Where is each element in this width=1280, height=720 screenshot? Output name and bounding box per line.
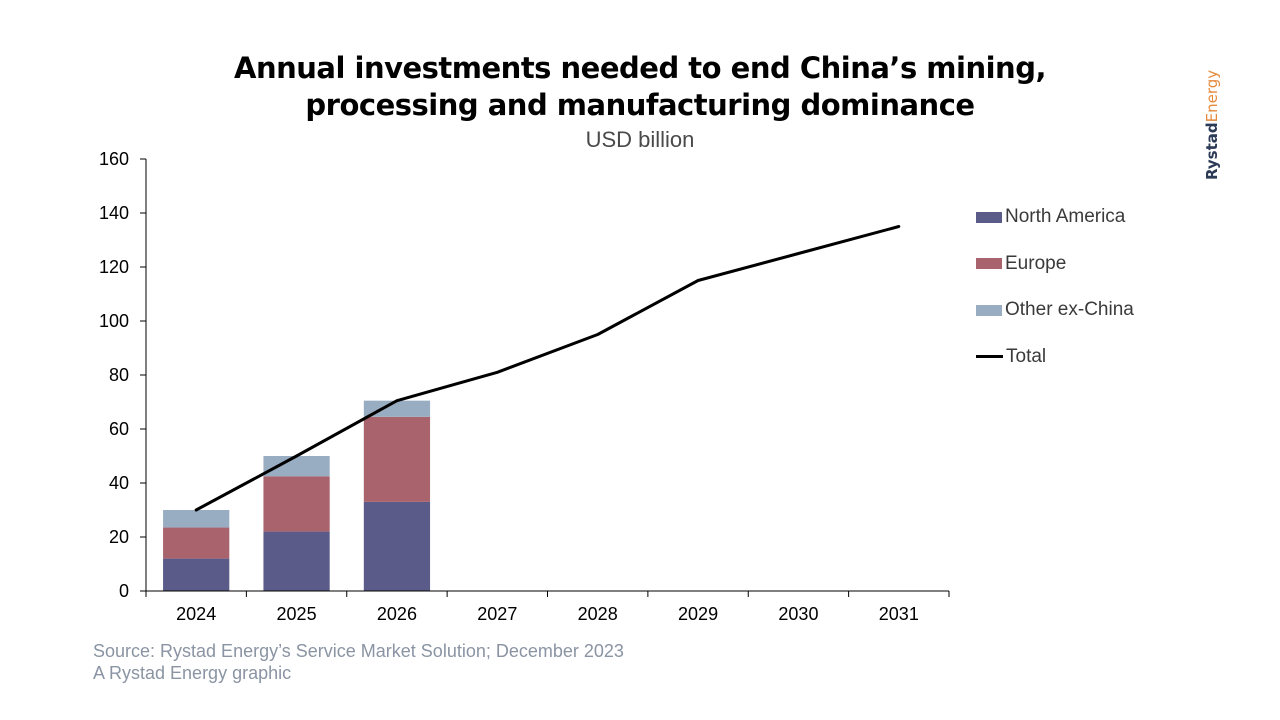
- x-tick-label-2030: 2030: [778, 604, 818, 624]
- y-tick-label-140: 140: [99, 203, 129, 223]
- x-tick-label-2026: 2026: [377, 604, 417, 624]
- legend-item-other-ex-china: Other ex-China: [976, 297, 1134, 323]
- axes-group: 0 20 40 60 80 100 120 140 160 2024 2025 2026 2027 202…: [99, 149, 950, 624]
- legend-item-north-america: North America: [976, 204, 1134, 230]
- y-tick-label-40: 40: [109, 473, 129, 493]
- legend: North America Europe Other ex-China Tota…: [976, 204, 1134, 390]
- y-tick-label-160: 160: [99, 149, 129, 169]
- bar-north-america-2026: [363, 501, 431, 591]
- bar-north-america-2024: [163, 558, 230, 591]
- bar-europe-2024: [163, 527, 230, 559]
- credit-line: A Rystad Energy graphic: [93, 663, 292, 683]
- legend-label-europe: Europe: [1005, 252, 1067, 274]
- chart-subtitle: USD billion: [585, 127, 695, 152]
- chart-title-line2: processing and manufacturing dominance: [305, 88, 975, 122]
- x-tick-label-2031: 2031: [879, 604, 919, 624]
- y-tick-label-60: 60: [109, 419, 129, 439]
- total-line: [194, 225, 901, 512]
- y-tick-label-20: 20: [109, 527, 129, 547]
- x-tick-label-2029: 2029: [678, 604, 718, 624]
- bars-group: [163, 400, 431, 591]
- legend-label-north-america: North America: [1005, 206, 1126, 227]
- bar-other-ex-china-2026: [363, 400, 431, 417]
- bar-europe-2026: [363, 416, 431, 502]
- y-tick-label-80: 80: [109, 365, 129, 385]
- legend-item-total: Total: [976, 344, 1134, 370]
- y-tick-label-120: 120: [99, 257, 129, 277]
- legend-swatch-north-america: [976, 211, 1002, 223]
- brand-logo: RystadEnergy: [1203, 70, 1221, 180]
- bar-other-ex-china-2024: [163, 510, 230, 528]
- line-group: [194, 225, 901, 512]
- legend-label-total: Total: [1006, 345, 1047, 367]
- legend-item-europe: Europe: [976, 251, 1134, 277]
- legend-label-other-ex-china: Other ex-China: [1005, 299, 1134, 320]
- x-tick-label-2025: 2025: [277, 604, 317, 624]
- brand-logo-part2: Energy: [1203, 69, 1221, 123]
- bar-north-america-2025: [263, 531, 330, 591]
- bar-other-ex-china-2025: [263, 456, 330, 477]
- legend-swatch-total: [976, 355, 1003, 358]
- chart-title: Annual investments needed to end China’s…: [140, 50, 1140, 124]
- x-tick-label-2024: 2024: [176, 604, 216, 624]
- bar-europe-2025: [263, 476, 330, 532]
- brand-logo-part1: Rystad: [1203, 122, 1221, 180]
- source-line: Source: Rystad Energy’s Service Market S…: [93, 641, 624, 661]
- y-tick-label-0: 0: [119, 581, 129, 601]
- x-tick-label-2027: 2027: [477, 604, 517, 624]
- chart-title-line1: Annual investments needed to end China’s…: [234, 51, 1046, 85]
- legend-swatch-europe: [976, 258, 1002, 269]
- x-tick-label-2028: 2028: [578, 604, 618, 624]
- y-tick-label-100: 100: [99, 311, 129, 331]
- legend-swatch-other-ex-china: [976, 304, 1002, 316]
- source-note: Source: Rystad Energy’s Service Market S…: [93, 640, 624, 684]
